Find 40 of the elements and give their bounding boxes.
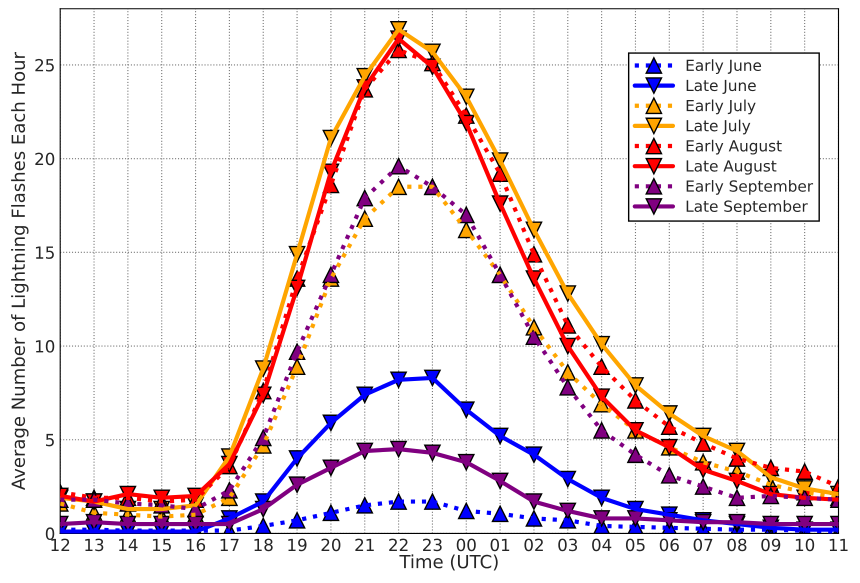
x-tick-label: 01 [490, 538, 510, 552]
y-tick-label: 15 [36, 246, 54, 259]
x-tick-label: 00 [456, 538, 476, 552]
x-tick-label: 11 [830, 538, 848, 551]
legend-label: Late August [686, 160, 776, 175]
x-tick-label: 18 [254, 538, 273, 552]
x-tick-label: 03 [558, 538, 578, 552]
x-tick-label: 16 [186, 538, 206, 552]
x-tick-label: 13 [85, 538, 104, 552]
legend-label: Late September [686, 200, 808, 215]
x-tick-label: 19 [288, 538, 307, 552]
x-tick-label: 22 [389, 538, 408, 551]
legend-label: Early August [686, 140, 782, 155]
y-tick-label: 5 [46, 434, 54, 446]
x-tick-label: 05 [626, 538, 645, 552]
y-tick-label: 20 [35, 152, 54, 166]
x-tick-label: 17 [220, 538, 239, 551]
y-tick-label: 0 [46, 527, 54, 540]
legend-label: Late June [686, 80, 756, 94]
x-tick-label: 06 [660, 538, 679, 552]
y-tick-label: 10 [36, 340, 54, 353]
x-tick-label: 20 [322, 538, 340, 552]
legend-label: Late July [686, 120, 750, 134]
x-tick-label: 15 [152, 538, 171, 552]
x-tick-label: 07 [694, 538, 712, 552]
x-tick-label: 08 [727, 538, 746, 552]
legend-label: Early June [686, 59, 762, 74]
x-tick-label: 21 [355, 538, 374, 551]
y-axis-title: Average Number of Lightning Flashes Each Hour [11, 52, 29, 490]
x-tick-label: 09 [761, 538, 780, 552]
x-tick-label: 02 [524, 538, 543, 552]
x-tick-label: 10 [796, 538, 814, 552]
x-axis-title: Time (UTC) [399, 554, 498, 571]
x-tick-label: 23 [423, 538, 442, 552]
x-tick-label: 14 [119, 538, 138, 551]
y-tick-label: 25 [35, 58, 54, 72]
x-tick-label: 12 [51, 538, 70, 551]
x-tick-label: 04 [592, 538, 612, 552]
legend-label: Early September [686, 180, 814, 195]
legend-label: Early July [686, 99, 756, 114]
